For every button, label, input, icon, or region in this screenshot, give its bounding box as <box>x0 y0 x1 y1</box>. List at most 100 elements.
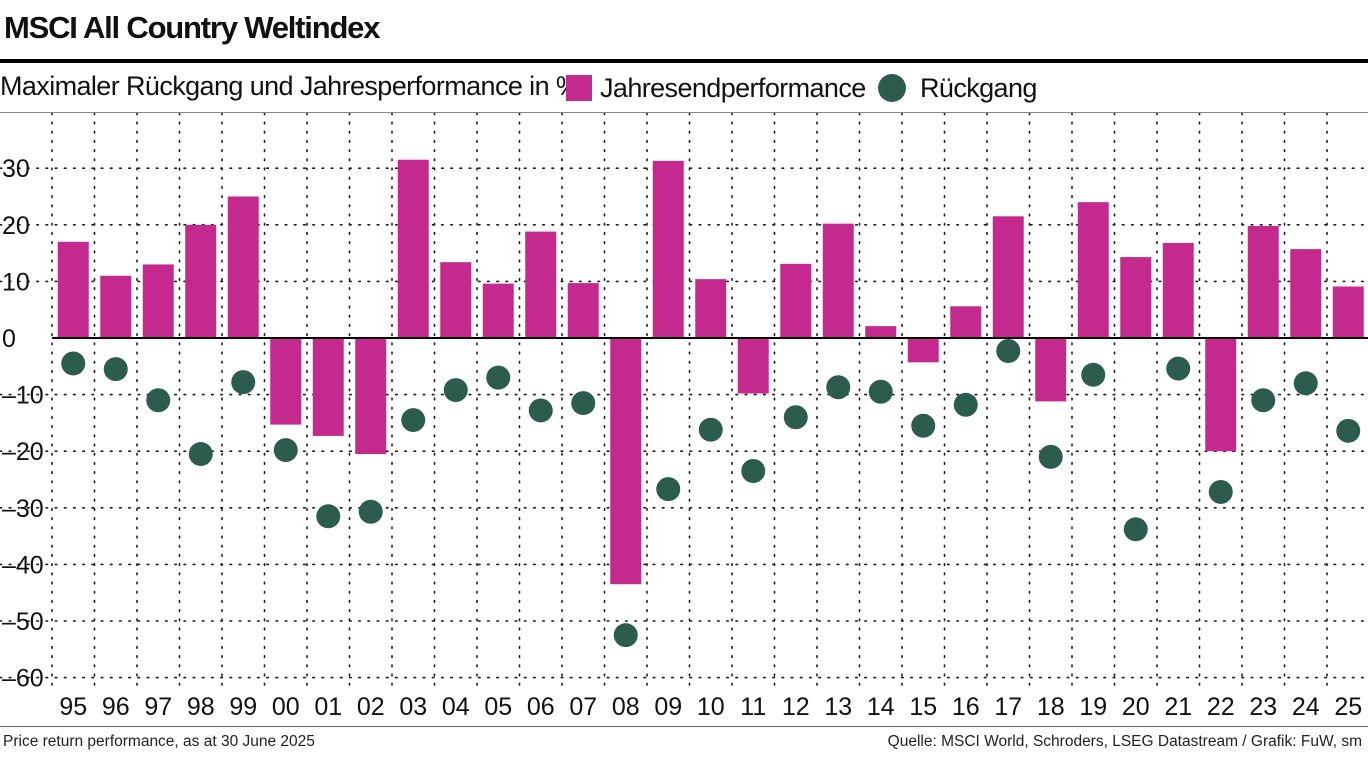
bar-14 <box>865 326 897 338</box>
y-tick-label: –10 <box>2 382 44 410</box>
x-tick-label: 95 <box>59 693 87 721</box>
legend-label-rueckgang: Rückgang <box>920 72 1037 103</box>
x-tick-label: 11 <box>740 693 766 721</box>
dot-11 <box>741 459 766 484</box>
bar-98 <box>185 224 217 338</box>
x-tick-label: 09 <box>654 693 682 721</box>
dot-09 <box>656 477 681 502</box>
dot-96 <box>103 357 128 382</box>
dot-23 <box>1251 388 1276 413</box>
legend-row: Maximaler Rückgang und Jahresperformance… <box>0 70 1368 106</box>
x-tick-label: 12 <box>782 693 810 721</box>
dot-07 <box>571 391 596 416</box>
dot-99 <box>231 370 256 395</box>
dot-05 <box>486 365 511 390</box>
x-tick-label: 19 <box>1079 693 1107 721</box>
dot-02 <box>358 499 383 524</box>
y-tick-label: –50 <box>2 608 44 636</box>
x-tick-label: 05 <box>484 693 512 721</box>
bar-09 <box>652 160 684 338</box>
chart-title: MSCI All Country Weltindex <box>4 10 380 45</box>
x-tick-label: 18 <box>1037 693 1065 721</box>
x-tick-label: 16 <box>952 693 980 721</box>
dot-01 <box>316 504 341 529</box>
chart-plot-area: 30 20 10 0 –10 –20 –30 –40 –50 –60 95 96 97 98 99 00 01 0… <box>0 113 1368 721</box>
dot-24 <box>1293 371 1318 396</box>
x-tick-label: 13 <box>824 693 852 721</box>
bar-19 <box>1077 202 1109 338</box>
bar-97 <box>142 264 174 338</box>
dot-18 <box>1038 444 1063 469</box>
dot-12 <box>783 405 808 430</box>
x-tick-label: 10 <box>697 693 725 721</box>
x-tick-label: 00 <box>272 693 300 721</box>
x-tick-label: 23 <box>1249 693 1277 721</box>
x-tick-label: 02 <box>357 693 385 721</box>
y-tick-label: –60 <box>2 665 44 693</box>
x-tick-label: 17 <box>994 693 1022 721</box>
bar-11 <box>737 338 769 394</box>
bar-18 <box>1035 338 1067 402</box>
legend-rule <box>0 112 1368 113</box>
x-tick-label: 04 <box>442 693 470 721</box>
bar-96 <box>100 275 132 338</box>
x-tick-label: 25 <box>1334 693 1362 721</box>
x-tick-label: 01 <box>314 693 342 721</box>
bar-07 <box>567 283 599 338</box>
bar-05 <box>482 283 514 338</box>
y-tick-label: 0 <box>2 325 16 353</box>
y-tick-label: –30 <box>2 495 44 523</box>
footer-rule <box>0 726 1368 727</box>
bar-13 <box>822 223 854 338</box>
dot-20 <box>1123 517 1148 542</box>
legend-label-jahresendperformance: Jahresendperformance <box>600 72 866 103</box>
dot-13 <box>826 375 851 400</box>
dot-15 <box>911 413 936 438</box>
dot-08 <box>613 623 638 648</box>
y-tick-label: –20 <box>2 438 44 466</box>
y-tick-label: –40 <box>2 551 44 579</box>
bar-16 <box>950 306 982 338</box>
dot-03 <box>401 408 426 433</box>
bar-06 <box>525 231 557 338</box>
dot-16 <box>953 392 978 417</box>
title-rule <box>0 59 1368 63</box>
x-tick-label: 24 <box>1292 693 1320 721</box>
dot-10 <box>698 417 723 442</box>
x-tick-label: 20 <box>1122 693 1150 721</box>
source-credit: Quelle: MSCI World, Schroders, LSEG Data… <box>887 733 1362 750</box>
y-tick-label: 30 <box>2 155 30 183</box>
bar-23 <box>1247 225 1279 338</box>
bar-99 <box>227 196 259 338</box>
bar-01 <box>312 338 344 436</box>
bar-10 <box>695 279 727 338</box>
bar-17 <box>992 216 1024 338</box>
y-tick-label: 10 <box>2 268 30 296</box>
bar-25 <box>1332 286 1364 338</box>
bar-20 <box>1120 257 1152 338</box>
dot-06 <box>528 398 553 423</box>
footnote: Price return performance, as at 30 June … <box>3 733 315 750</box>
bar-12 <box>780 263 812 338</box>
chart-subtitle: Maximaler Rückgang und Jahresperformance… <box>0 71 587 101</box>
x-tick-label: 03 <box>399 693 427 721</box>
bar-15 <box>907 338 939 363</box>
x-tick-label: 14 <box>867 693 895 721</box>
bar-95 <box>57 241 89 338</box>
x-tick-label: 97 <box>144 693 172 721</box>
dot-00 <box>273 438 298 463</box>
x-tick-label: 22 <box>1207 693 1235 721</box>
bar-00 <box>270 338 302 425</box>
legend-circle-icon <box>878 74 906 102</box>
x-tick-label: 99 <box>229 693 257 721</box>
legend-item-jahresendperformance: Jahresendperformance <box>566 70 866 106</box>
x-tick-label: 08 <box>612 693 640 721</box>
dot-25 <box>1336 418 1361 443</box>
x-tick-label: 98 <box>187 693 215 721</box>
dot-97 <box>146 388 171 413</box>
x-tick-label: 06 <box>527 693 555 721</box>
x-tick-label: 15 <box>909 693 937 721</box>
dot-95 <box>61 351 86 376</box>
dot-17 <box>996 339 1021 364</box>
legend-square-icon <box>566 75 592 101</box>
